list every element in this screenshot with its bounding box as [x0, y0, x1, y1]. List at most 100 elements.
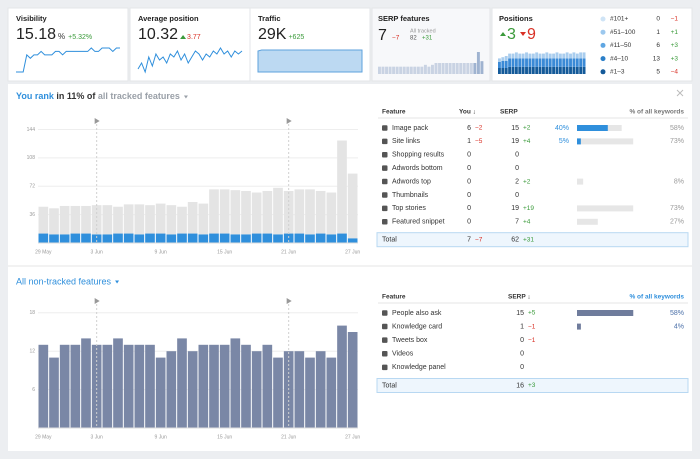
table-header: You ↓ [459, 109, 476, 116]
bar [241, 344, 251, 428]
feature-icon [382, 178, 388, 185]
traffic-area [257, 49, 363, 73]
stack-bar [504, 68, 508, 74]
arrow-down [520, 32, 526, 36]
bar [230, 190, 241, 235]
stack-bar [558, 58, 562, 67]
serp-count: 0 [520, 364, 524, 371]
bar [166, 234, 177, 243]
bar [59, 344, 70, 428]
mini-bar [452, 63, 456, 74]
you-count: 0 [467, 152, 471, 159]
feature-name: Videos [392, 351, 414, 358]
feature-name: Image pack [392, 125, 429, 132]
bar [38, 206, 49, 234]
bar [134, 204, 145, 235]
x-tick-label: 3 Jun [91, 249, 103, 255]
stack-bar [545, 66, 549, 74]
stack-bar [562, 53, 566, 59]
dropdown-caret[interactable] [183, 95, 188, 99]
stack-bar [518, 58, 522, 67]
serp-count: 2 [515, 178, 519, 185]
bar [305, 189, 315, 235]
mini-bar [466, 63, 470, 74]
bar [91, 344, 102, 428]
stack-bar [542, 66, 545, 74]
card-title: Visibility [16, 14, 48, 23]
serp-count: 62 [511, 237, 519, 244]
bar [273, 357, 283, 428]
stack-bar [521, 53, 525, 59]
pct-bar [577, 138, 634, 145]
card [7, 7, 129, 82]
stack-bar [511, 66, 515, 74]
annotation-flag [286, 118, 292, 124]
bar [70, 205, 81, 234]
bar [70, 233, 81, 243]
y-tick-label: 6 [32, 387, 35, 393]
stack-bar [542, 58, 545, 67]
bar [209, 233, 219, 243]
title-part: in 11% of [56, 91, 96, 101]
you-count: 6 [467, 125, 471, 132]
mini-bar [385, 66, 388, 74]
serp-pct: 58% [670, 310, 684, 317]
stack-bar [579, 58, 583, 67]
pct-bar [577, 138, 581, 145]
bar [198, 203, 209, 235]
bar [134, 344, 145, 428]
card-unit: % [58, 32, 65, 41]
legend-value: 0 [656, 16, 660, 23]
table-header: % of all keywords [629, 294, 684, 301]
total-box [376, 232, 689, 248]
bar [315, 351, 326, 428]
change: +5 [528, 310, 536, 317]
stack-bar [525, 58, 528, 67]
bar [219, 189, 230, 234]
dropdown-caret[interactable] [115, 280, 120, 284]
legend-label: #11–50 [610, 42, 632, 49]
table-header: Feature [382, 294, 406, 301]
change: +625 [288, 34, 304, 41]
serp-count: 16 [516, 382, 524, 389]
bar [294, 351, 305, 428]
stack-bar [565, 52, 569, 59]
mini-bar [420, 66, 424, 74]
feature-name: Shopping results [392, 152, 445, 159]
mini-bar [441, 63, 445, 74]
stack-bar [498, 62, 501, 68]
stack-bar [558, 53, 562, 59]
feature-icon [382, 125, 388, 131]
bar [145, 233, 155, 243]
bar [49, 234, 59, 243]
y-tick-label: 144 [27, 127, 36, 133]
stack-bar [548, 66, 552, 74]
feature-icon [382, 192, 388, 198]
total: 82 [410, 36, 417, 42]
close-icon[interactable] [676, 89, 684, 97]
mini-bar [402, 66, 406, 74]
bar [177, 338, 187, 428]
change: +2 [523, 125, 531, 132]
stack-bar [518, 66, 522, 74]
bar [219, 233, 230, 243]
x-tick-label: 29 May [35, 249, 52, 255]
mini-bar [480, 61, 484, 74]
x-tick-label: 9 Jun [155, 434, 167, 440]
mini-bar [427, 66, 431, 74]
feature-icon [382, 138, 388, 145]
stack-bar [501, 57, 505, 61]
bar [123, 233, 134, 243]
annotation-flag [286, 298, 292, 304]
x-tick-label: 29 May [35, 434, 52, 440]
bar [49, 208, 59, 235]
section-title: You rank in 11% of all tracked features [16, 91, 180, 101]
mini-bar [416, 66, 420, 74]
feature-name: Total [382, 382, 397, 389]
card-value: 15.18 [16, 26, 56, 43]
change: +3 [671, 42, 679, 49]
stack-bar [511, 53, 515, 59]
you-count: 7 [467, 237, 471, 244]
stack-bar [575, 53, 579, 59]
arrow-up [500, 32, 506, 36]
